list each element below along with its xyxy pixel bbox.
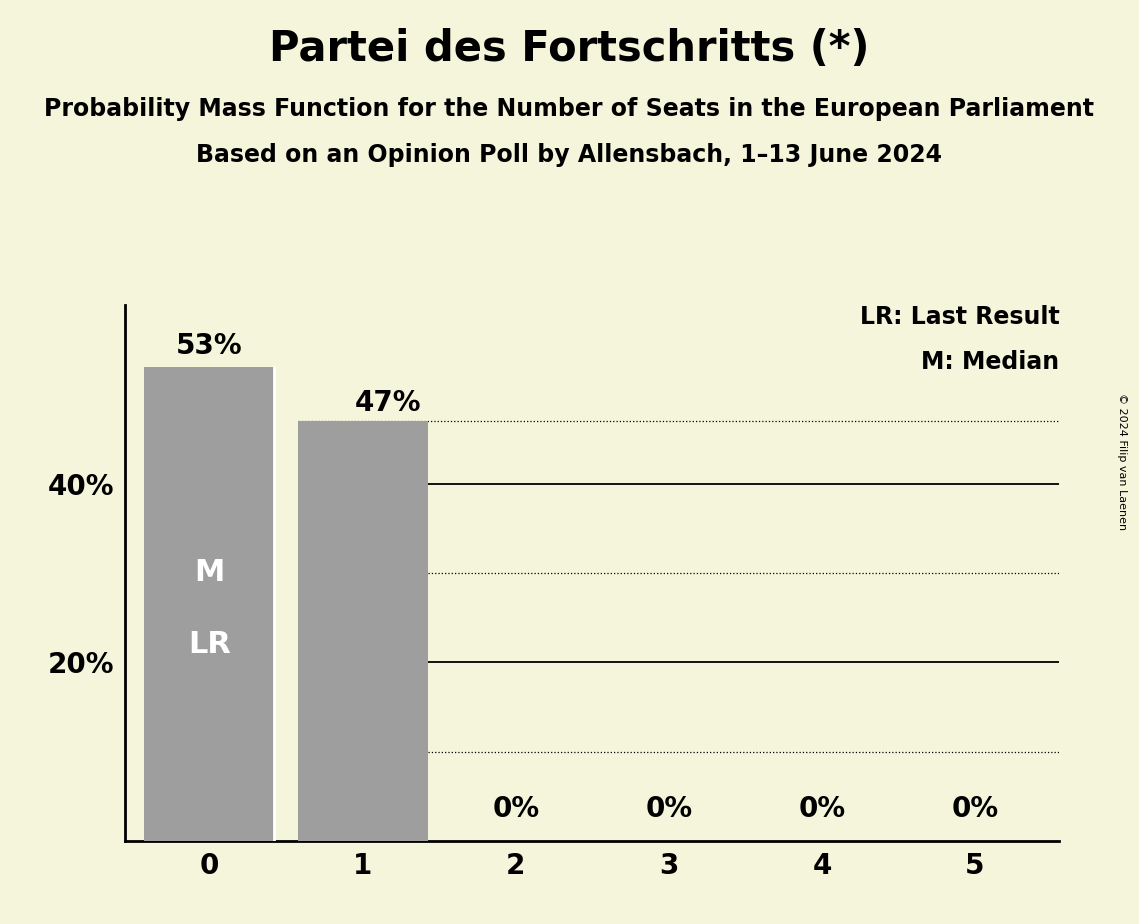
- Text: M: Median: M: Median: [921, 350, 1059, 374]
- Text: 0%: 0%: [951, 795, 999, 823]
- Text: LR: Last Result: LR: Last Result: [860, 305, 1059, 329]
- Bar: [297, 421, 427, 841]
- Text: M: M: [195, 558, 224, 588]
- Text: 47%: 47%: [355, 389, 421, 417]
- Text: Probability Mass Function for the Number of Seats in the European Parliament: Probability Mass Function for the Number…: [44, 97, 1095, 121]
- Text: Partei des Fortschritts (*): Partei des Fortschritts (*): [269, 28, 870, 69]
- Bar: [145, 368, 274, 841]
- Text: 0%: 0%: [798, 795, 845, 823]
- Text: LR: LR: [188, 630, 231, 659]
- Text: 0%: 0%: [492, 795, 539, 823]
- Text: 53%: 53%: [177, 333, 243, 360]
- Text: 0%: 0%: [646, 795, 693, 823]
- Text: © 2024 Filip van Laenen: © 2024 Filip van Laenen: [1117, 394, 1126, 530]
- Text: Based on an Opinion Poll by Allensbach, 1–13 June 2024: Based on an Opinion Poll by Allensbach, …: [197, 143, 942, 167]
